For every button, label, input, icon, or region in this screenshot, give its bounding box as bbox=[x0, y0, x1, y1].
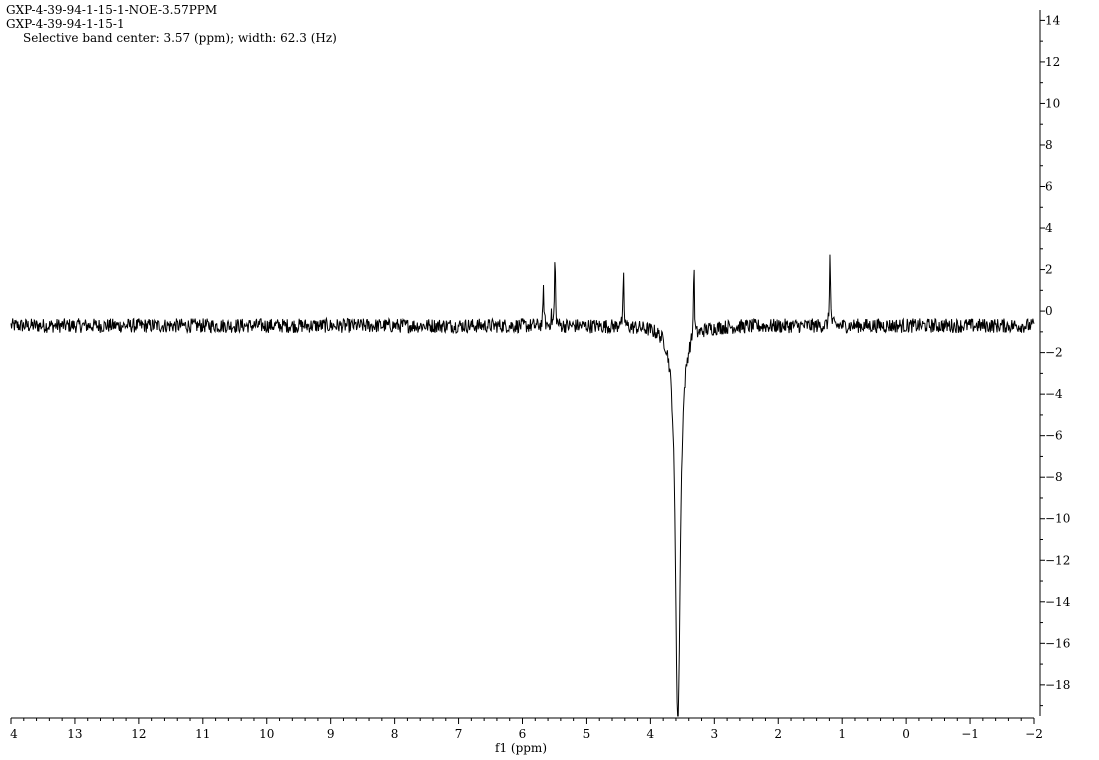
y-tick-label: −8 bbox=[1045, 470, 1063, 484]
y-tick-label: 12 bbox=[1045, 55, 1060, 69]
y-tick-label: −18 bbox=[1045, 678, 1070, 692]
x-axis-title: f1 (ppm) bbox=[495, 741, 547, 755]
y-tick-label: −2 bbox=[1045, 346, 1063, 360]
y-tick-label: 2 bbox=[1045, 263, 1053, 277]
x-axis: 4 13 12 11 10 9 8 7 6 5 4 3 2 1 0 −1 −2 bbox=[10, 717, 1043, 741]
y-tick-label: 14 bbox=[1045, 13, 1061, 27]
spectrum-line bbox=[10, 254, 1035, 717]
x-tick-label: 5 bbox=[583, 727, 591, 741]
x-tick-label: 4 bbox=[647, 727, 655, 741]
x-tick-label: 12 bbox=[131, 727, 146, 741]
y-axis: 14 12 10 8 6 4 2 0 −2 −4 −6 −8 −10 −12 −14 −16 −18 bbox=[1039, 10, 1071, 716]
x-tick-label: 6 bbox=[519, 727, 527, 741]
dataset-name: GXP-4-39-94-1-15-1 bbox=[6, 17, 125, 31]
y-tick-label: −6 bbox=[1045, 429, 1063, 443]
x-tick-label: 0 bbox=[902, 727, 910, 741]
y-tick-label: 4 bbox=[1045, 221, 1053, 235]
y-tick-label: −12 bbox=[1045, 553, 1070, 567]
x-tick-label: 10 bbox=[259, 727, 274, 741]
x-tick-label: 11 bbox=[195, 727, 210, 741]
experiment-title: GXP-4-39-94-1-15-1-NOE-3.57PPM bbox=[6, 3, 218, 17]
y-tick-label: 8 bbox=[1045, 138, 1053, 152]
x-tick-label: 8 bbox=[391, 727, 399, 741]
y-tick-label: −14 bbox=[1045, 595, 1071, 609]
x-tick-label: −1 bbox=[961, 727, 979, 741]
x-tick-label: 9 bbox=[327, 727, 335, 741]
x-tick-label: 13 bbox=[67, 727, 82, 741]
y-tick-label: 10 bbox=[1045, 96, 1060, 110]
selective-band-info: Selective band center: 3.57 (ppm); width… bbox=[23, 31, 337, 45]
x-tick-label: 7 bbox=[455, 727, 463, 741]
x-tick-label: −2 bbox=[1025, 727, 1043, 741]
y-tick-label: −4 bbox=[1045, 387, 1063, 401]
x-tick-label: 2 bbox=[774, 727, 782, 741]
y-tick-label: −16 bbox=[1045, 636, 1070, 650]
y-tick-label: 6 bbox=[1045, 180, 1053, 194]
x-tick-label: 3 bbox=[710, 727, 718, 741]
y-tick-label: 0 bbox=[1045, 304, 1053, 318]
y-tick-label: −10 bbox=[1045, 512, 1070, 526]
x-tick-label: 1 bbox=[838, 727, 846, 741]
x-tick-label: 4 bbox=[10, 727, 18, 741]
